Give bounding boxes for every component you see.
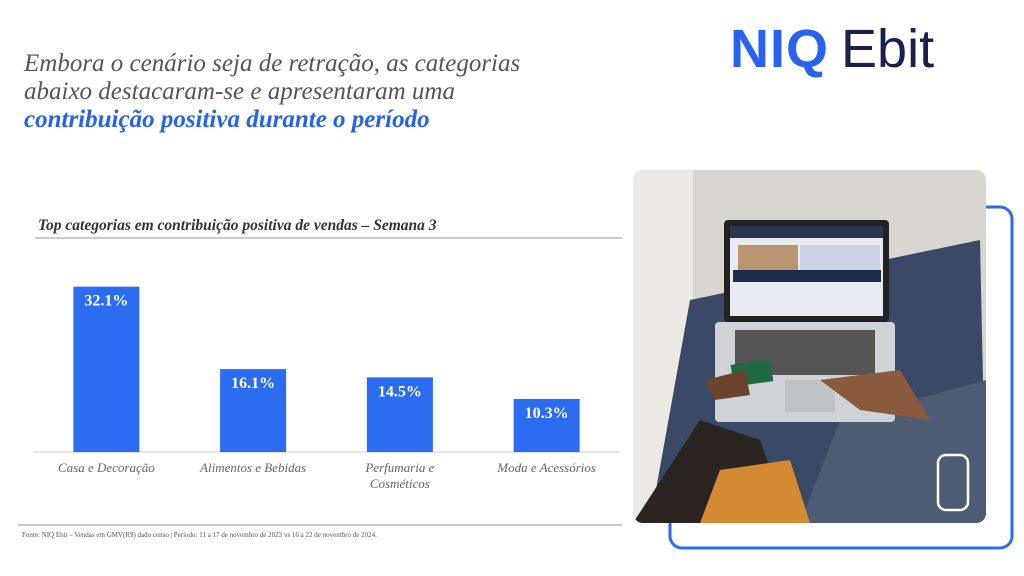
headline-line: abaixo destacaram-se e apresentaram uma [24, 78, 455, 105]
footnote: Fonte: NIQ Ebit – Vendas em GMV(R$) dado… [22, 531, 377, 539]
x-tick-label: Casa e Decoração [57, 460, 155, 475]
logo-brand: NIQ [730, 19, 830, 79]
value-label: 16.1% [231, 375, 275, 392]
value-label: 14.5% [378, 383, 422, 400]
bar [73, 286, 140, 452]
value-label: 32.1% [84, 293, 128, 310]
logo-product: Ebit [841, 19, 935, 79]
bar [513, 398, 580, 452]
logo: NIQ Ebit [730, 18, 934, 80]
x-tick-label: Alimentos e Bebidas [200, 460, 307, 475]
headline-highlight: contribuição positiva durante o período [24, 106, 430, 133]
photo [633, 170, 986, 523]
x-tick-label: Perfumaria e Cosméticos [365, 460, 435, 491]
x-tick-label: Moda e Acessórios [497, 460, 596, 475]
chart-title: Top categorias em contribuição positiva … [38, 217, 437, 234]
bar [220, 369, 287, 452]
headline: Embora o cenário seja de retração, as ca… [24, 50, 520, 134]
bar [366, 377, 433, 452]
value-label: 10.3% [525, 405, 569, 422]
headline-line: Embora o cenário seja de retração, as ca… [24, 50, 521, 77]
